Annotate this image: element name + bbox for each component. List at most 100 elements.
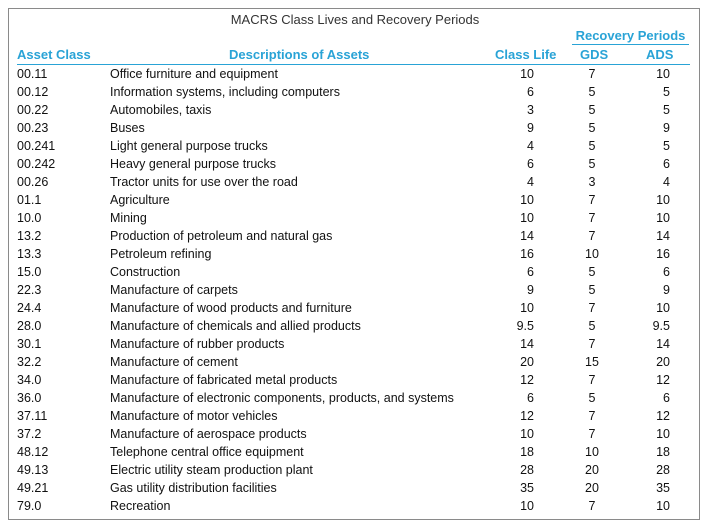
gds-cell: 20 [585,463,599,477]
table-title: MACRS Class Lives and Recovery Periods [230,12,480,27]
class-life-cell: 10 [520,499,534,513]
table-row: 79.0 Recreation 10 7 10 [9,498,701,516]
table-row: 00.22 Automobiles, taxis 3 5 5 [9,102,701,120]
asset-class-cell: 49.21 [17,481,49,495]
asset-class-cell: 79.0 [17,499,42,513]
asset-class-cell: 36.0 [17,391,42,405]
asset-class-cell: 01.1 [17,193,42,207]
table-row: 00.23 Buses 9 5 9 [9,120,701,138]
asset-class-cell: 49.13 [17,463,49,477]
description-cell: Manufacture of chemicals and allied prod… [110,319,361,333]
class-life-cell: 10 [520,427,534,441]
ads-cell: 16 [656,247,670,261]
table-row: 00.11 Office furniture and equipment 10 7 10 [9,66,701,84]
class-life-cell: 14 [520,229,534,243]
class-life-cell: 35 [520,481,534,495]
description-cell: Manufacture of wood products and furnitu… [110,301,352,315]
class-life-cell: 14 [520,337,534,351]
class-life-cell: 4 [527,139,534,153]
ads-cell: 9.5 [652,319,670,333]
gds-cell: 7 [588,373,596,387]
description-cell: Manufacture of motor vehicles [110,409,278,423]
header-divider [17,64,690,65]
ads-cell: 35 [656,481,670,495]
gds-cell: 7 [588,427,596,441]
ads-cell: 12 [656,409,670,423]
table-row: 00.26 Tractor units for use over the road… [9,174,701,192]
description-cell: Recreation [110,499,171,513]
ads-cell: 14 [656,229,670,243]
asset-class-cell: 00.23 [17,121,49,135]
asset-class-cell: 10.0 [17,211,42,225]
gds-cell: 7 [588,337,596,351]
description-cell: Manufacture of cement [110,355,238,369]
description-cell: Manufacture of carpets [110,283,238,297]
gds-cell: 7 [588,409,596,423]
table-row: 22.3 Manufacture of carpets 9 5 9 [9,282,701,300]
class-life-cell: 3 [527,103,534,117]
table-row: 49.21 Gas utility distribution facilities… [9,480,701,498]
table-row: 13.2 Production of petroleum and natural … [9,228,701,246]
table-row: 28.0 Manufacture of chemicals and allied … [9,318,701,336]
asset-class-cell: 37.2 [17,427,42,441]
class-life-cell: 28 [520,463,534,477]
gds-cell: 20 [585,481,599,495]
gds-cell: 7 [588,301,596,315]
table-row: 10.0 Mining 10 7 10 [9,210,701,228]
gds-cell: 7 [588,193,596,207]
table-row: 48.12 Telephone central office equipment 1… [9,444,701,462]
ads-cell: 5 [663,139,670,153]
description-cell: Petroleum refining [110,247,212,261]
gds-cell: 5 [588,391,596,405]
table-row: 37.2 Manufacture of aerospace products 10 7… [9,426,701,444]
gds-cell: 5 [588,265,596,279]
gds-cell: 7 [588,67,596,81]
asset-class-cell: 00.11 [17,67,48,81]
description-cell: Heavy general purpose trucks [110,157,277,171]
ads-cell: 4 [663,175,670,189]
table-row: 00.241 Light general purpose trucks 4 5 5 [9,138,701,156]
gds-cell: 5 [588,121,596,135]
asset-class-cell: 34.0 [17,373,42,387]
ads-cell: 9 [663,121,670,135]
asset-class-cell: 22.3 [17,283,42,297]
ads-cell: 10 [656,499,670,513]
table-row: 37.11 Manufacture of motor vehicles 12 7 12 [9,408,701,426]
class-life-cell: 6 [527,85,534,99]
class-life-cell: 16 [520,247,534,261]
description-cell: Manufacture of rubber products [110,337,285,351]
table-row: 00.12 Information systems, including comp… [9,84,701,102]
gds-cell: 7 [588,229,596,243]
gds-cell: 5 [588,319,596,333]
asset-class-cell: 48.12 [17,445,49,459]
ads-cell: 6 [663,157,670,171]
table-row: 15.0 Construction 6 5 6 [9,264,701,282]
ads-cell: 10 [656,193,670,207]
class-life-cell: 12 [520,373,534,387]
ads-cell: 10 [656,427,670,441]
class-life-cell: 10 [520,193,534,207]
class-life-cell: 10 [520,67,534,81]
table-row: 13.3 Petroleum refining 16 10 16 [9,246,701,264]
description-cell: Gas utility distribution facilities [110,481,277,495]
gds-cell: 7 [588,499,596,513]
asset-class-cell: 00.22 [17,103,49,117]
description-cell: Manufacture of aerospace products [110,427,307,441]
table-row: 24.4 Manufacture of wood products and fur… [9,300,701,318]
class-life-cell: 9.5 [516,319,534,333]
description-cell: Tractor units for use over the road [110,175,298,189]
asset-class-cell: 13.2 [17,229,42,243]
class-life-cell: 20 [520,355,534,369]
ads-cell: 6 [663,391,670,405]
asset-class-cell: 00.26 [17,175,49,189]
description-cell: Construction [110,265,181,279]
gds-cell: 5 [588,85,596,99]
gds-header: GDS [580,47,609,62]
description-cell: Agriculture [110,193,170,207]
description-cell: Information systems, including computers [110,85,340,99]
recovery-periods-header: Recovery Periods [575,28,686,43]
asset-class-cell: 28.0 [17,319,42,333]
class-life-cell: 6 [527,157,534,171]
gds-cell: 5 [588,139,596,153]
table-row: 36.0 Manufacture of electronic components… [9,390,701,408]
